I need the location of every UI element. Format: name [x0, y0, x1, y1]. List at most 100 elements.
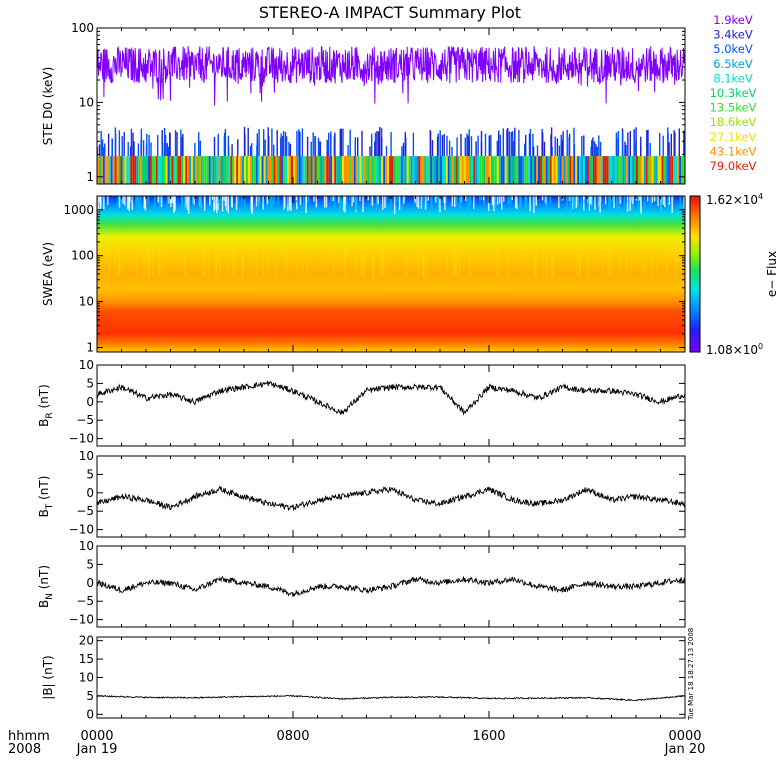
ste-low-band	[575, 156, 578, 184]
swea-dropout	[591, 196, 593, 206]
swea-streak	[468, 236, 471, 276]
ste-low-band	[561, 156, 564, 184]
swea-streak	[242, 236, 244, 276]
ste-low-band	[418, 156, 421, 184]
swea-dropout	[173, 196, 175, 213]
ste-low-band	[445, 156, 448, 184]
colorbar-gradient	[689, 195, 701, 353]
swea-streak	[611, 236, 614, 276]
swea-dropout	[632, 196, 634, 214]
ste-low-band	[351, 156, 354, 184]
ste-low-band	[643, 156, 646, 184]
swea-dropout	[209, 196, 211, 206]
ste-low-band	[218, 156, 221, 184]
swea-dropout	[662, 196, 665, 205]
ste-ytick-label: 100	[71, 21, 94, 35]
swea-streak	[578, 236, 581, 276]
swea-dropout	[251, 196, 253, 204]
swea-ylabel: SWEA (eV)	[41, 242, 55, 306]
swea-streak	[227, 236, 230, 276]
ste-low-band	[291, 156, 293, 184]
swea-dropout	[230, 196, 232, 207]
swea-streak	[215, 236, 217, 276]
ste-low-band	[340, 156, 342, 184]
panels-layer: 1.9keV3.4keV5.0keV6.5keV8.1keV10.3keV13.…	[37, 13, 779, 721]
ste-low-band	[191, 156, 194, 184]
ste-low-band	[524, 156, 527, 184]
swea-dropout	[594, 196, 596, 210]
legend-entry-10.3keV: 10.3keV	[710, 86, 757, 100]
swea-streak	[405, 236, 407, 276]
ste-low-band	[128, 156, 131, 184]
swea-dropout	[464, 196, 467, 202]
ste-low-band	[520, 156, 523, 184]
ste-low-band	[353, 156, 356, 184]
swea-dropout	[430, 196, 432, 206]
swea-dropout	[284, 196, 286, 208]
stamp-text: Tue Mar 18 18:27:13 2008	[687, 628, 695, 721]
ste-low-band	[424, 156, 427, 184]
ste-low-band	[420, 156, 423, 184]
ste-low-band	[247, 156, 250, 184]
swea-dropout	[305, 196, 307, 213]
ste-low-band	[277, 156, 280, 184]
ste-low-band	[142, 156, 145, 184]
ste-low-band	[293, 156, 295, 184]
swea-dropout	[499, 196, 501, 204]
ste-low-band	[267, 156, 270, 184]
ste-low-band	[253, 156, 256, 184]
swea-dropout	[487, 196, 490, 211]
ste-low-band	[477, 156, 480, 184]
swea-dropout	[362, 196, 364, 212]
panel-bn: 10 5 0 −5 −10 BN (nT)	[37, 539, 686, 628]
swea-dropout	[655, 196, 657, 201]
swea-streak	[656, 236, 659, 276]
swea-dropout	[501, 196, 503, 210]
swea-streak	[204, 236, 206, 276]
swea-streak	[469, 236, 471, 276]
swea-dropout	[351, 196, 353, 207]
x-tick-time: 0800	[276, 729, 309, 744]
ste-low-band	[606, 156, 609, 184]
swea-dropout	[480, 196, 483, 201]
swea-dropout	[215, 196, 218, 214]
bn-ytick-label: 5	[86, 557, 94, 571]
swea-dropout	[313, 196, 315, 202]
swea-streak	[207, 236, 210, 276]
swea-dropout	[604, 196, 607, 205]
x-tick-time: 1600	[472, 729, 505, 744]
ste-low-band	[273, 156, 276, 184]
br-ytick-label: 0	[86, 395, 94, 409]
swea-ytick-label: 1	[86, 341, 94, 355]
swea-streak	[459, 236, 461, 276]
ste-low-band	[581, 156, 584, 184]
ste-low-band	[116, 156, 119, 184]
swea-streak	[360, 236, 362, 276]
bt-ylabel-sub: T	[45, 503, 55, 510]
ste-low-band	[136, 156, 139, 184]
swea-dropout	[199, 196, 202, 212]
ste-low-band	[398, 156, 401, 184]
plot-title: STEREO-A IMPACT Summary Plot	[259, 3, 521, 22]
ste-low-band	[242, 156, 244, 184]
swea-dropout	[143, 196, 145, 209]
legend-entry-13.5keV: 13.5keV	[710, 101, 757, 115]
swea-dropout	[157, 196, 159, 203]
ste-low-band	[118, 156, 121, 184]
ste-low-band	[363, 156, 366, 184]
ste-low-band	[406, 156, 409, 184]
ste-low-band	[359, 156, 362, 184]
swea-dropout	[541, 196, 544, 201]
ste-low-band	[592, 156, 595, 184]
swea-dropout	[101, 196, 103, 210]
ste-low-band	[639, 156, 642, 184]
swea-dropout	[632, 196, 634, 204]
swea-streak	[119, 236, 121, 276]
ste-low-band	[302, 156, 305, 184]
swea-ytick-label: 10	[79, 295, 94, 309]
ste-low-band	[534, 156, 537, 184]
swea-streak	[344, 236, 346, 276]
swea-dropout	[558, 196, 560, 208]
swea-streak	[533, 236, 535, 276]
